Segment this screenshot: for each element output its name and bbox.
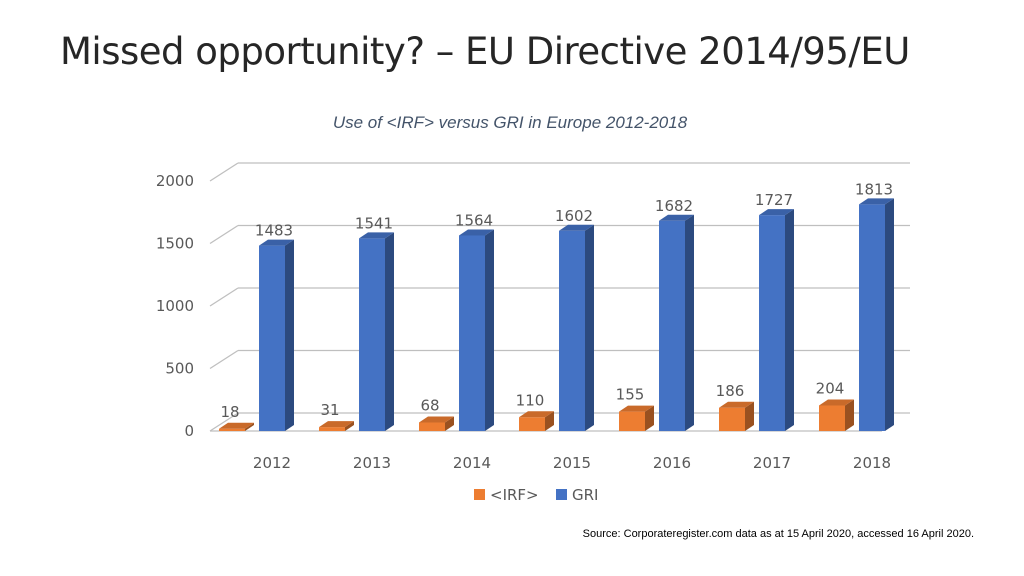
data-label: 155 — [616, 386, 645, 404]
data-label: 1602 — [555, 207, 593, 225]
bar-side — [385, 232, 394, 431]
gridline-side — [209, 412, 239, 432]
bar-side — [645, 405, 654, 431]
bar-top — [359, 232, 394, 239]
bar-irf — [219, 428, 245, 431]
legend-swatch — [474, 489, 485, 500]
gridline-side — [209, 224, 239, 245]
y-tick-label: 1000 — [156, 297, 194, 315]
bar-irf — [319, 427, 345, 431]
bar-side — [485, 229, 494, 431]
bar-top — [759, 209, 794, 216]
bar-irf — [419, 422, 445, 431]
bar-top — [619, 405, 654, 412]
data-label: 204 — [816, 380, 845, 398]
legend-swatch — [556, 489, 567, 500]
x-tick-label: 2018 — [853, 454, 891, 472]
data-label: 31 — [320, 401, 339, 419]
bar-side — [245, 422, 254, 431]
bar-top — [859, 198, 894, 205]
bar-top — [259, 239, 294, 246]
gridline-side — [209, 162, 239, 182]
bar-side — [785, 209, 794, 431]
bar-gri — [859, 204, 885, 431]
y-tick-label: 500 — [165, 360, 194, 378]
x-tick-label: 2014 — [453, 454, 491, 472]
bar-side — [885, 198, 894, 431]
bar-side — [685, 214, 694, 431]
x-tick-label: 2012 — [253, 454, 291, 472]
gridline-side — [209, 287, 239, 307]
y-tick-label: 0 — [184, 422, 194, 440]
bar-side — [585, 224, 594, 431]
bar-irf — [619, 411, 645, 431]
bar-side — [445, 416, 454, 431]
bar-top — [219, 422, 254, 429]
data-label: 1541 — [355, 214, 393, 232]
bar-side — [745, 401, 754, 431]
data-label: 1483 — [255, 222, 293, 240]
bar-irf — [819, 405, 845, 431]
bar-side — [285, 239, 294, 431]
bar-top — [519, 411, 554, 418]
data-label: 1813 — [855, 180, 893, 198]
bar-top — [559, 224, 594, 231]
bar-gri — [259, 245, 285, 431]
x-tick-label: 2013 — [353, 454, 391, 472]
y-tick-label: 1500 — [156, 235, 194, 253]
data-label: 1682 — [655, 197, 693, 215]
bar-top — [319, 421, 354, 428]
data-label: 1564 — [455, 212, 493, 230]
x-tick-label: 2015 — [553, 454, 591, 472]
data-label: 68 — [420, 397, 439, 415]
bar-top — [659, 214, 694, 221]
chart-title: Use of <IRF> versus GRI in Europe 2012-2… — [332, 113, 688, 132]
source-note: Source: Corporateregister.com data as at… — [582, 528, 974, 540]
data-label: 18 — [220, 403, 239, 421]
bar-top — [719, 401, 754, 408]
bar-irf — [719, 407, 745, 431]
bar-gri — [659, 220, 685, 431]
gridline-side — [209, 349, 239, 370]
bar-gri — [359, 238, 385, 431]
legend-label: <IRF> — [490, 486, 539, 504]
bar-top — [819, 399, 854, 406]
bar-gri — [459, 235, 485, 431]
data-label: 1727 — [755, 191, 793, 209]
slide-title: Missed opportunity? – EU Directive 2014/… — [60, 30, 910, 73]
x-tick-label: 2016 — [653, 454, 691, 472]
bar-side — [345, 421, 354, 431]
data-label: 110 — [516, 391, 545, 409]
bar-side — [845, 399, 854, 431]
x-tick-label: 2017 — [753, 454, 791, 472]
bar-gri — [559, 230, 585, 431]
bar-top — [459, 229, 494, 236]
bar-side — [545, 411, 554, 431]
bar-irf — [519, 417, 545, 431]
legend-label: GRI — [572, 486, 598, 504]
bar-gri — [759, 215, 785, 431]
bar-top — [419, 416, 454, 423]
data-label: 186 — [716, 382, 745, 400]
y-tick-label: 2000 — [156, 172, 194, 190]
